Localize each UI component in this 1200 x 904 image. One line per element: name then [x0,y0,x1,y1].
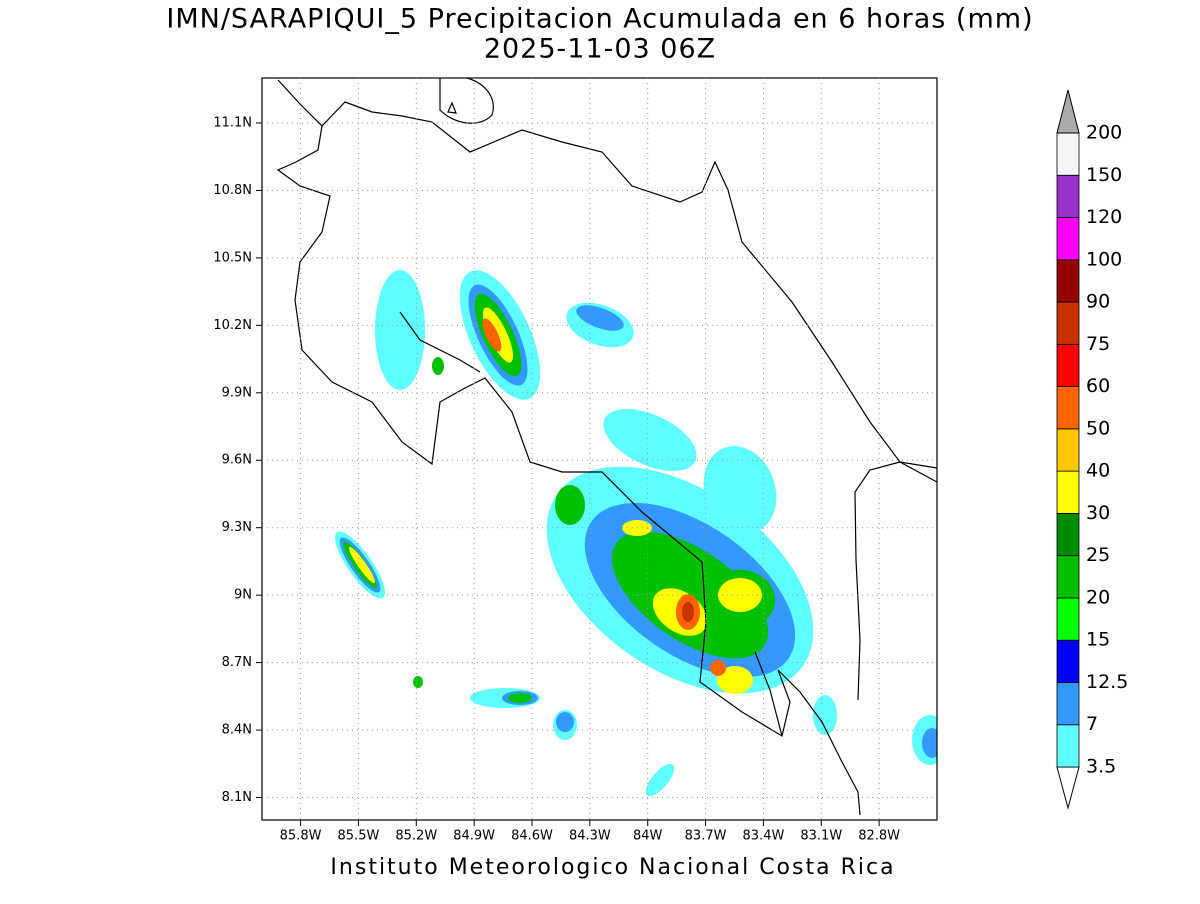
colorbar-swatch [1056,386,1080,430]
colorbar-swatch [1056,513,1080,557]
colorbar-swatch [1056,343,1080,388]
colorbar-label: 60 [1086,375,1110,397]
y-tick-label: 10.8N [213,183,252,198]
coastline [276,78,937,816]
x-tick-label: 84.9W [453,829,495,844]
x-tick-label: 83.4W [743,829,785,844]
colorbar-label: 200 [1086,122,1122,144]
y-tick-label: 9N [234,588,252,603]
colorbar-label: 30 [1086,502,1110,524]
colorbar-swatch [1056,301,1080,345]
colorbar-label: 120 [1086,206,1122,228]
subtitle: 2025-11-03 06Z [484,34,716,65]
colorbar-label: 15 [1086,629,1110,651]
x-tick-label: 85.2W [395,829,437,844]
y-tick-label: 8.1N [222,790,252,805]
precipitation [335,270,937,797]
colorbar-swatch [1056,428,1080,472]
colorbar-label: 75 [1086,333,1110,355]
title: IMN/SARAPIQUI_5 Precipitacion Acumulada … [166,4,1033,35]
colorbar-swatch [1056,639,1080,683]
x-tick-label: 84.3W [569,829,611,844]
colorbar-label: 50 [1086,417,1110,439]
colorbar-swatch [1056,724,1080,768]
y-tick-label: 10.2N [213,318,252,333]
colorbar-label: 12.5 [1086,671,1128,693]
y-tick-label: 9.9N [222,385,252,400]
x-tick-label: 84W [633,829,663,844]
y-tick-label: 10.5N [213,250,252,265]
colorbar-label: 150 [1086,164,1122,186]
colorbar-swatch [1056,555,1080,599]
colorbar-label: 90 [1086,291,1110,313]
colorbar-label: 25 [1086,544,1110,566]
colorbar-swatch [1056,597,1080,641]
x-tick-label: 83.7W [685,829,727,844]
colorbar-triangle [1056,89,1080,134]
x-tick-label: 85.5W [338,829,380,844]
map-area [276,78,937,816]
y-tick-label: 9.6N [222,453,252,468]
y-tick-label: 11.1N [213,115,252,130]
y-tick-label: 8.4N [222,723,252,738]
colorbar-label: 7 [1086,713,1098,735]
colorbar-label: 100 [1086,248,1122,270]
colorbar-swatch [1056,259,1080,303]
colorbar-label: 3.5 [1086,756,1116,778]
map-frame [261,77,938,821]
y-tick-label: 8.7N [222,655,252,670]
colorbar-swatch [1056,470,1080,514]
colorbar-swatch [1056,132,1080,176]
x-tick-label: 82.8W [858,829,900,844]
footer: Instituto Meteorologico Nacional Costa R… [330,855,895,880]
x-tick-label: 84.6W [511,829,553,844]
colorbar-swatch [1056,682,1080,726]
colorbar-swatch [1056,174,1080,218]
colorbar-label: 20 [1086,586,1110,608]
colorbar-triangle [1056,766,1080,810]
y-tick-label: 9.3N [222,520,252,535]
colorbar-swatch [1056,217,1080,261]
colorbar-label: 40 [1086,460,1110,482]
x-tick-label: 85.8W [280,829,322,844]
x-tick-label: 83.1W [800,829,842,844]
